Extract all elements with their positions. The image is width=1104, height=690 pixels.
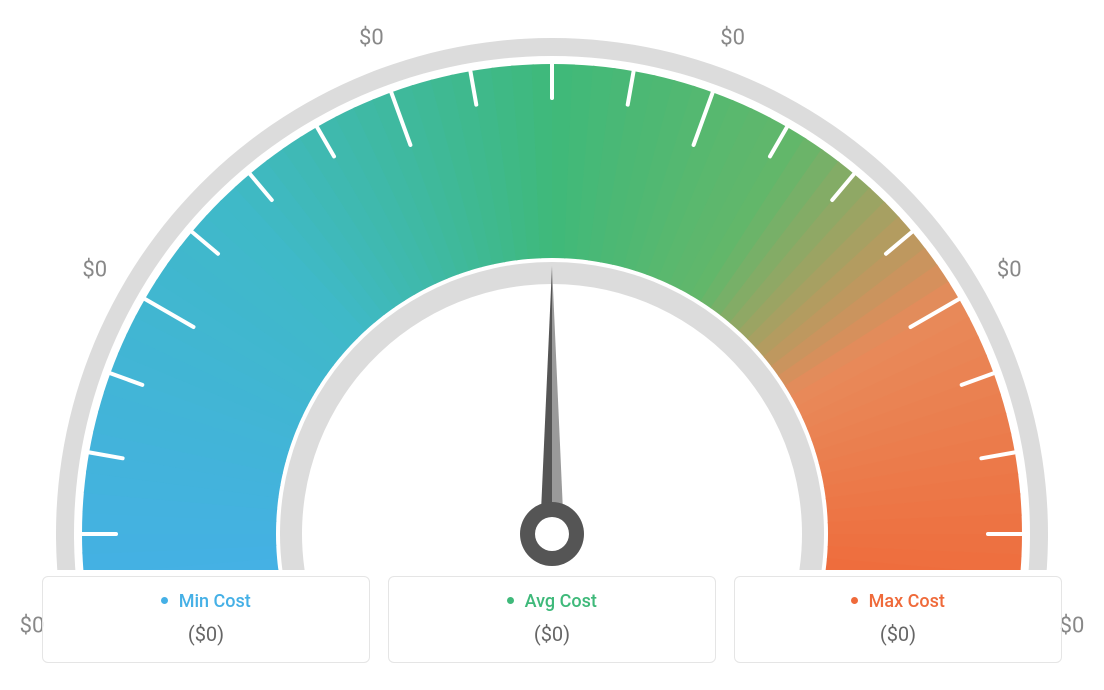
gauge-tick-label: $0 [1060, 613, 1085, 638]
legend-title-max: Max Cost [745, 591, 1051, 612]
legend-card-avg: Avg Cost ($0) [388, 576, 716, 663]
gauge-chart: $0$0$0$0$0$0 [0, 0, 1104, 560]
legend-label-max: Max Cost [869, 591, 945, 612]
gauge-svg [0, 10, 1104, 570]
gauge-tick-label: $0 [82, 258, 107, 283]
legend-value-max: ($0) [745, 622, 1051, 646]
dot-icon [161, 597, 168, 604]
gauge-tick-label: $0 [720, 25, 745, 50]
gauge-tick-label: $0 [359, 25, 384, 50]
legend-title-min: Min Cost [53, 591, 359, 612]
legend-label-min: Min Cost [179, 591, 251, 612]
legend-card-min: Min Cost ($0) [42, 576, 370, 663]
dot-icon [507, 597, 514, 604]
legend-value-min: ($0) [53, 622, 359, 646]
gauge-tick-label: $0 [997, 258, 1022, 283]
legend-value-avg: ($0) [399, 622, 705, 646]
legend-title-avg: Avg Cost [399, 591, 705, 612]
legend-label-avg: Avg Cost [525, 591, 597, 612]
legend-row: Min Cost ($0) Avg Cost ($0) Max Cost ($0… [42, 576, 1062, 663]
gauge-tick-label: $0 [20, 613, 45, 638]
legend-card-max: Max Cost ($0) [734, 576, 1062, 663]
dot-icon [851, 597, 858, 604]
